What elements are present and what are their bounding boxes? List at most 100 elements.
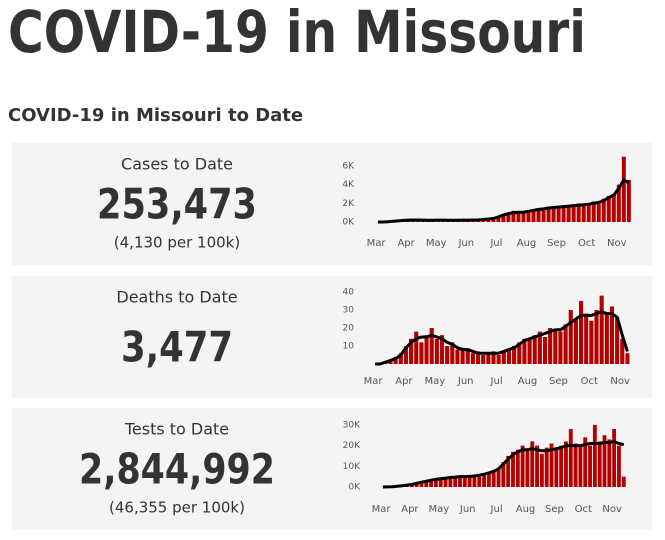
- y-tick-label: 6K: [342, 162, 355, 172]
- bar: [460, 347, 465, 364]
- bar: [531, 209, 536, 222]
- bar: [611, 194, 616, 222]
- x-tick-label: Jun: [457, 238, 474, 249]
- x-tick-label: Nov: [607, 238, 627, 249]
- bar: [433, 478, 438, 487]
- bar: [625, 353, 630, 364]
- bar: [458, 475, 462, 487]
- bar: [522, 338, 527, 364]
- x-tick-label: Sep: [547, 238, 566, 249]
- bar: [604, 313, 609, 364]
- bar: [491, 470, 496, 487]
- bar: [403, 346, 409, 364]
- bar: [445, 346, 450, 364]
- bar: [546, 207, 551, 222]
- bar: [496, 216, 501, 222]
- x-tick-label: Sep: [545, 504, 564, 515]
- bar: [581, 205, 586, 222]
- bar: [501, 462, 506, 487]
- bar: [554, 447, 559, 487]
- y-tick-label: 4K: [342, 180, 355, 190]
- bar: [568, 429, 573, 487]
- bar: [563, 324, 568, 364]
- bar: [602, 435, 607, 487]
- bar: [537, 331, 542, 364]
- bar: [589, 320, 594, 364]
- bar: [486, 353, 491, 364]
- x-tick-label: Aug: [518, 376, 538, 387]
- bar: [398, 353, 403, 364]
- x-tick-label: Jul: [490, 504, 503, 515]
- bar: [596, 203, 601, 222]
- x-tick-label: Nov: [602, 504, 622, 515]
- bar: [556, 208, 561, 222]
- bar: [496, 468, 501, 487]
- page-title: COVID-19 in Missouri: [8, 0, 586, 66]
- bar: [532, 335, 537, 364]
- x-tick-label: Jun: [457, 376, 474, 387]
- bar: [409, 338, 414, 364]
- stat-note: (4,130 per 100k): [114, 234, 240, 252]
- bar: [583, 437, 588, 487]
- bar: [539, 453, 544, 487]
- x-tick-label: Apr: [395, 376, 413, 387]
- bar: [429, 479, 434, 487]
- section-title: COVID-19 in Missouri to Date: [8, 105, 303, 126]
- bar: [535, 445, 539, 487]
- stat-value: 253,473: [97, 180, 257, 229]
- bar: [434, 338, 439, 364]
- bar: [612, 429, 617, 487]
- bar: [501, 351, 506, 364]
- x-tick-label: Nov: [610, 376, 630, 387]
- stat-label: Cases to Date: [121, 155, 233, 174]
- bar: [601, 198, 606, 222]
- panel-background: [12, 143, 652, 265]
- bar: [571, 204, 576, 222]
- y-tick-label: 20: [343, 324, 355, 334]
- stat-note: (46,355 per 100k): [109, 499, 245, 517]
- x-tick-label: Apr: [401, 504, 419, 515]
- bar: [429, 328, 434, 364]
- bar: [443, 477, 448, 487]
- y-tick-label: 20K: [343, 441, 361, 451]
- bar: [617, 445, 621, 487]
- bar: [542, 337, 548, 364]
- x-tick-label: May: [424, 376, 445, 387]
- stat-panel: Cases to Date 253,473 (4,130 per 100k) 0K 2K…: [12, 143, 652, 265]
- bar: [530, 441, 535, 487]
- bar: [414, 331, 419, 364]
- bar: [448, 476, 453, 487]
- moving-average-line: [382, 440, 625, 489]
- y-tick-label: 30: [343, 306, 355, 316]
- bar: [615, 317, 620, 364]
- x-tick-label: Mar: [372, 504, 392, 515]
- bar: [527, 338, 532, 364]
- bar: [592, 424, 597, 487]
- x-tick-label: Aug: [517, 238, 537, 249]
- y-tick-label: 40: [343, 288, 355, 298]
- bar: [491, 218, 496, 222]
- bar: [621, 476, 626, 487]
- bar: [526, 210, 531, 222]
- bar: [606, 195, 611, 222]
- bar: [586, 204, 591, 222]
- bar: [462, 476, 467, 487]
- bar: [553, 329, 558, 364]
- bar: [620, 338, 625, 364]
- bar: [472, 475, 477, 487]
- moving-average-line: [378, 178, 630, 224]
- x-tick-label: Jun: [459, 504, 476, 515]
- x-tick-label: Mar: [364, 376, 384, 387]
- bar: [515, 449, 520, 487]
- stat-value: 3,477: [121, 323, 233, 372]
- y-tick-label: 0K: [342, 218, 355, 228]
- bar: [393, 356, 398, 364]
- bar: [455, 349, 460, 364]
- stat-value: 2,844,992: [79, 445, 275, 494]
- bar: [576, 203, 581, 222]
- bar: [477, 474, 482, 487]
- x-tick-label: Apr: [397, 238, 415, 249]
- x-tick-label: Mar: [367, 238, 387, 249]
- bar: [544, 447, 549, 487]
- bar: [579, 301, 584, 364]
